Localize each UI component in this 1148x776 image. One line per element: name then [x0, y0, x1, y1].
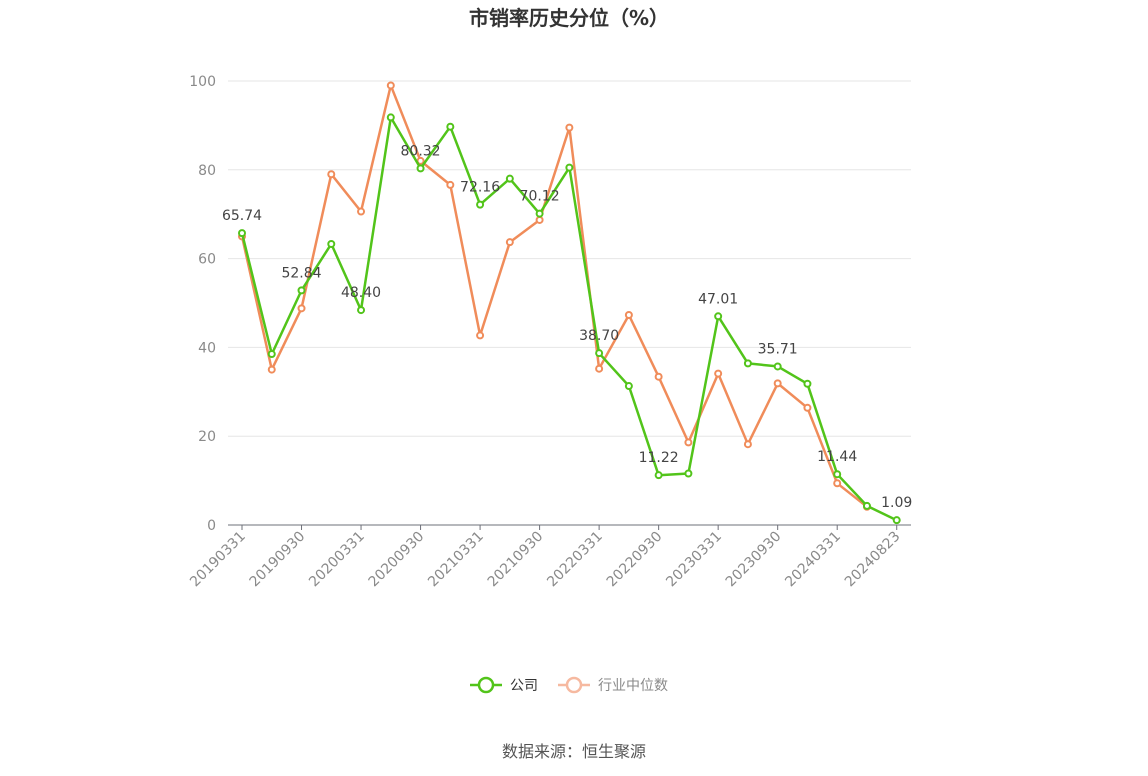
data-point[interactable]	[624, 382, 633, 391]
legend-marker-0	[477, 676, 495, 694]
series-line-0	[240, 116, 898, 522]
x-tick-label: 20240331	[782, 529, 844, 591]
data-point[interactable]	[833, 479, 842, 488]
data-point[interactable]	[773, 362, 782, 371]
data-point[interactable]	[714, 312, 723, 321]
y-tick-label: 60	[198, 252, 216, 268]
data-point[interactable]	[565, 163, 574, 172]
data-label: 70.12	[520, 189, 560, 205]
data-point[interactable]	[476, 331, 485, 340]
data-point[interactable]	[357, 306, 366, 315]
legend[interactable]: 公司 行业中位数	[470, 676, 668, 694]
data-point[interactable]	[267, 350, 276, 359]
source-text: 数据来源：恒生聚源	[502, 742, 646, 761]
data-label: 35.71	[758, 341, 798, 357]
y-axis: 0 20 40 60 80 100	[189, 74, 216, 534]
data-point[interactable]	[535, 215, 544, 224]
data-label: 65.74	[222, 208, 262, 224]
series-line-1	[240, 84, 868, 508]
data-point[interactable]	[327, 170, 336, 179]
grid-lines	[228, 80, 911, 437]
data-label: 11.44	[817, 449, 857, 465]
x-tick-label: 20220930	[604, 529, 666, 591]
data-point[interactable]	[476, 200, 485, 209]
data-point[interactable]	[297, 286, 306, 295]
data-point[interactable]	[505, 238, 514, 247]
data-point[interactable]	[446, 180, 455, 189]
data-point[interactable]	[505, 174, 514, 183]
data-point[interactable]	[803, 403, 812, 412]
x-tick-label: 20210930	[485, 529, 547, 591]
data-point[interactable]	[595, 349, 604, 358]
data-point[interactable]	[862, 501, 871, 510]
data-point[interactable]	[535, 209, 544, 218]
data-point[interactable]	[803, 379, 812, 388]
y-tick-label: 20	[198, 429, 216, 445]
data-point[interactable]	[595, 364, 604, 373]
x-tick-label: 20240823	[842, 529, 904, 591]
data-labels: 65.74 52.84 48.40 80.32 72.16 70.12 38.70 11.22…	[222, 143, 912, 511]
data-point[interactable]	[773, 379, 782, 388]
x-tick-label: 20210331	[425, 529, 487, 591]
x-tick-label: 20190331	[187, 529, 249, 591]
data-label: 72.16	[460, 180, 500, 196]
data-point[interactable]	[654, 471, 663, 480]
data-label: 47.01	[698, 291, 738, 307]
data-point[interactable]	[743, 359, 752, 368]
data-point[interactable]	[714, 369, 723, 378]
data-point[interactable]	[743, 440, 752, 449]
data-point[interactable]	[684, 438, 693, 447]
data-point[interactable]	[833, 470, 842, 479]
legend-item-0[interactable]: 公司	[470, 676, 538, 694]
legend-label-0: 公司	[510, 678, 538, 694]
x-tick-label: 20230331	[663, 529, 725, 591]
data-label: 1.09	[881, 495, 912, 511]
y-tick-label: 80	[198, 163, 216, 179]
chart-title: 市销率历史分位（%）	[469, 6, 669, 30]
data-point[interactable]	[357, 207, 366, 216]
data-point[interactable]	[892, 516, 901, 525]
data-label: 38.70	[579, 328, 619, 344]
data-point[interactable]	[267, 365, 276, 374]
data-point[interactable]	[416, 164, 425, 173]
y-tick-label: 0	[207, 518, 216, 534]
x-tick-label: 20230930	[723, 529, 785, 591]
x-tick-label: 20190930	[247, 529, 309, 591]
legend-label-1: 行业中位数	[598, 678, 668, 694]
data-point[interactable]	[297, 304, 306, 313]
data-point[interactable]	[327, 239, 336, 248]
x-tick-label: 20200331	[306, 529, 368, 591]
y-tick-label: 100	[189, 74, 216, 90]
data-point[interactable]	[624, 310, 633, 319]
data-point[interactable]	[565, 123, 574, 132]
data-point[interactable]	[238, 229, 246, 238]
x-tick-label: 20220331	[544, 529, 606, 591]
data-point[interactable]	[386, 113, 395, 122]
legend-marker-1	[565, 676, 583, 694]
data-label: 11.22	[639, 450, 679, 466]
data-point[interactable]	[654, 372, 663, 381]
series-layer	[238, 81, 901, 525]
data-label: 80.32	[401, 143, 441, 159]
x-axis: 2019033120190930202003312020093020210331…	[187, 524, 911, 591]
data-point[interactable]	[684, 469, 693, 478]
data-label: 48.40	[341, 285, 381, 301]
legend-item-1[interactable]: 行业中位数	[558, 676, 668, 694]
data-point[interactable]	[446, 122, 455, 131]
data-label: 52.84	[281, 265, 321, 281]
x-tick-label: 20200930	[366, 529, 428, 591]
data-point[interactable]	[386, 81, 395, 90]
y-tick-label: 40	[198, 340, 216, 356]
